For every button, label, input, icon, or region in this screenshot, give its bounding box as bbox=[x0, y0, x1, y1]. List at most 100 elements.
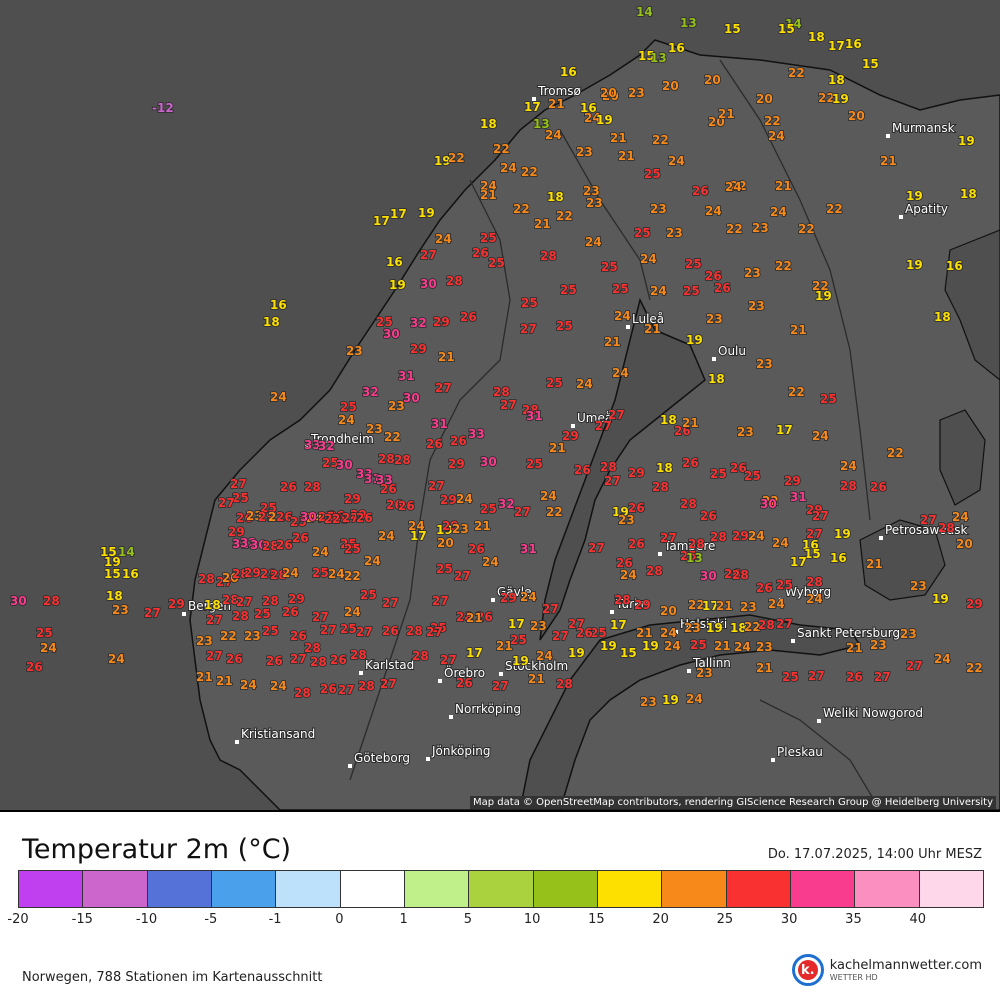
station-temperature: 26 bbox=[276, 510, 293, 524]
station-temperature: 24 bbox=[328, 567, 345, 581]
station-temperature: 26 bbox=[616, 556, 633, 570]
station-temperature: 16 bbox=[668, 41, 685, 55]
city-label: Umeå bbox=[571, 410, 613, 428]
scale-segment bbox=[276, 871, 341, 907]
station-temperature: 24 bbox=[312, 545, 329, 559]
station-temperature: 28 bbox=[332, 512, 349, 526]
station-temperature: 27 bbox=[356, 625, 373, 639]
station-temperature: 21 bbox=[618, 149, 635, 163]
svg-text:Murmansk: Murmansk bbox=[892, 121, 955, 135]
station-temperature: 16 bbox=[270, 298, 287, 312]
station-temperature: 27 bbox=[290, 652, 307, 666]
scale-tick-label: 20 bbox=[652, 912, 669, 927]
station-temperature: 26 bbox=[692, 184, 709, 198]
station-temperature: 28 bbox=[456, 610, 473, 624]
station-temperature: 16 bbox=[386, 255, 403, 269]
svg-text:Helsinki: Helsinki bbox=[680, 617, 727, 631]
city-label: Gävle bbox=[491, 584, 532, 602]
station-temperature: 30 bbox=[700, 569, 717, 583]
station-temperature: 22 bbox=[762, 494, 779, 508]
city-label: Wyborg bbox=[779, 584, 832, 602]
station-temperature: 32 bbox=[362, 385, 379, 399]
brand-logo-icon: k. bbox=[791, 954, 824, 986]
station-temperature: 27 bbox=[218, 496, 235, 510]
station-temperature: 24 bbox=[282, 566, 299, 580]
station-temperature: 24 bbox=[364, 554, 381, 568]
station-temperature: 25 bbox=[312, 566, 329, 580]
station-temperature: 25 bbox=[744, 469, 761, 483]
station-temperature: 24 bbox=[934, 652, 951, 666]
station-temperature: 29 bbox=[634, 598, 651, 612]
station-temperature: 29 bbox=[440, 493, 457, 507]
station-temperature: 29 bbox=[410, 342, 427, 356]
station-temperature: 27 bbox=[206, 613, 223, 627]
station-temperature: 27 bbox=[776, 617, 793, 631]
city-label: Jönköping bbox=[426, 743, 492, 761]
station-temperature: 25 bbox=[480, 231, 497, 245]
station-temperature: 27 bbox=[426, 625, 443, 639]
station-temperature: -12 bbox=[152, 101, 174, 115]
station-temperature: 27 bbox=[440, 653, 457, 667]
svg-text:Turku: Turku bbox=[615, 597, 648, 611]
station-temperature: 28 bbox=[304, 480, 321, 494]
station-temperature: 26 bbox=[324, 512, 341, 526]
station-temperature: 27 bbox=[595, 419, 612, 433]
station-temperature: 17 bbox=[466, 646, 483, 660]
station-temperature: 28 bbox=[412, 649, 429, 663]
station-temperature: 21 bbox=[880, 154, 897, 168]
station-temperature: 17 bbox=[828, 39, 845, 53]
station-temperature: 16 bbox=[946, 259, 963, 273]
station-temperature: 27 bbox=[435, 381, 452, 395]
station-temperature: 25 bbox=[601, 260, 618, 274]
station-temperature: 23 bbox=[366, 422, 383, 436]
station-temperature: 28 bbox=[304, 641, 321, 655]
brand[interactable]: k. kachelmannwetter.com WETTER HD bbox=[791, 950, 982, 990]
station-temperature: 28 bbox=[310, 655, 327, 669]
station-temperature: 26 bbox=[386, 498, 403, 512]
station-temperature: 28 bbox=[406, 624, 423, 638]
station-temperature: 23 bbox=[576, 145, 593, 159]
station-temperature: 19 bbox=[932, 592, 949, 606]
station-temperature: 25 bbox=[340, 622, 357, 636]
station-temperature: 31 bbox=[398, 369, 415, 383]
station-temperature: 24 bbox=[640, 252, 657, 266]
station-temperature: 26 bbox=[714, 281, 731, 295]
scale-segment bbox=[790, 871, 856, 907]
station-temperature: 30 bbox=[403, 391, 420, 405]
station-temperature: 17 bbox=[410, 529, 427, 543]
station-temperature: 26 bbox=[756, 581, 773, 595]
station-temperature: 24 bbox=[456, 492, 473, 506]
station-temperature: 25 bbox=[436, 562, 453, 576]
station-temperature: 27 bbox=[492, 679, 509, 693]
station-temperature: 22 bbox=[788, 385, 805, 399]
station-temperature: 21 bbox=[610, 131, 627, 145]
station-temperature: 32 bbox=[318, 439, 335, 453]
color-scale bbox=[18, 870, 984, 908]
scale-tick-label: 35 bbox=[845, 912, 862, 927]
station-temperature: 23 bbox=[756, 357, 773, 371]
city-label: Helsinki bbox=[674, 616, 728, 634]
station-temperature: 25 bbox=[318, 510, 335, 524]
station-temperature: 22 bbox=[546, 505, 563, 519]
station-temperature: 25 bbox=[634, 226, 651, 240]
station-temperature: 26 bbox=[574, 463, 591, 477]
svg-text:Bergen: Bergen bbox=[188, 599, 231, 613]
station-temperature: 23 bbox=[900, 627, 917, 641]
station-temperature: 28 bbox=[378, 452, 395, 466]
station-temperature: 31 bbox=[232, 537, 249, 551]
station-temperature: 19 bbox=[436, 523, 453, 537]
station-temperature: 24 bbox=[480, 179, 497, 193]
station-temperature: 19 bbox=[434, 154, 451, 168]
station-temperature: 22 bbox=[652, 133, 669, 147]
station-temperature: 29 bbox=[228, 525, 245, 539]
station-temperature: 28 bbox=[688, 537, 705, 551]
station-temperature: 23 bbox=[706, 312, 723, 326]
scale-segment bbox=[533, 871, 598, 907]
station-temperature: 26 bbox=[460, 310, 477, 324]
station-temperature: 25 bbox=[260, 501, 277, 515]
station-temperature: 24 bbox=[748, 529, 765, 543]
station-temperature: 22 bbox=[775, 259, 792, 273]
station-temperature: 24 bbox=[668, 154, 685, 168]
svg-text:Tampere: Tampere bbox=[663, 539, 715, 553]
station-temperature: 18 bbox=[656, 461, 673, 475]
